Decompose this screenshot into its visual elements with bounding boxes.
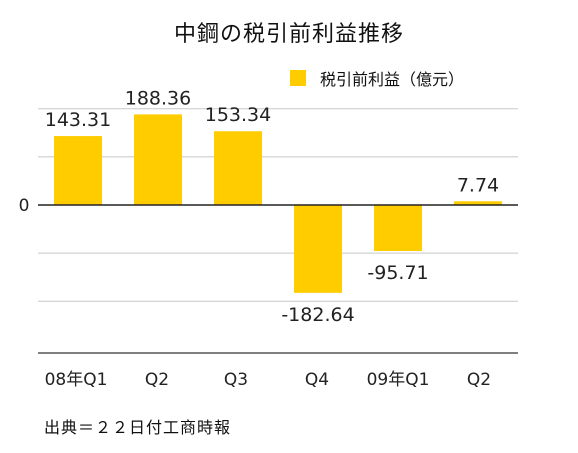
value-label-1: 143.31: [45, 109, 111, 131]
bar-6: [454, 201, 502, 205]
x-tick-label-5: 09年Q1: [367, 370, 430, 390]
value-label-3: 153.34: [205, 104, 271, 126]
chart-title: 中鋼の税引前利益推移: [173, 22, 404, 47]
value-label-5: -95.71: [367, 262, 428, 284]
x-tick-label-4: Q4: [305, 370, 329, 390]
legend-label: 税引前利益（億元）: [320, 70, 465, 89]
x-tick-label-2: Q2: [145, 370, 169, 390]
x-tick-label-1: 08年Q1: [45, 370, 108, 390]
bar-5: [374, 205, 422, 252]
bar-1: [54, 136, 102, 205]
value-label-4: -182.64: [281, 304, 354, 326]
value-label-6: 7.74: [457, 174, 499, 196]
bar-4: [294, 205, 342, 293]
x-tick-label-6: Q2: [467, 370, 491, 390]
y-tick-label-0: 0: [19, 196, 30, 216]
legend: 税引前利益（億元）: [290, 66, 464, 90]
legend-swatch: [290, 70, 306, 86]
bar-3: [214, 131, 262, 205]
value-label-2: 188.36: [125, 87, 191, 109]
source-note: 出典＝２２日付工商時報: [44, 418, 232, 437]
bar-2: [134, 114, 182, 205]
x-tick-label-3: Q3: [224, 370, 248, 390]
